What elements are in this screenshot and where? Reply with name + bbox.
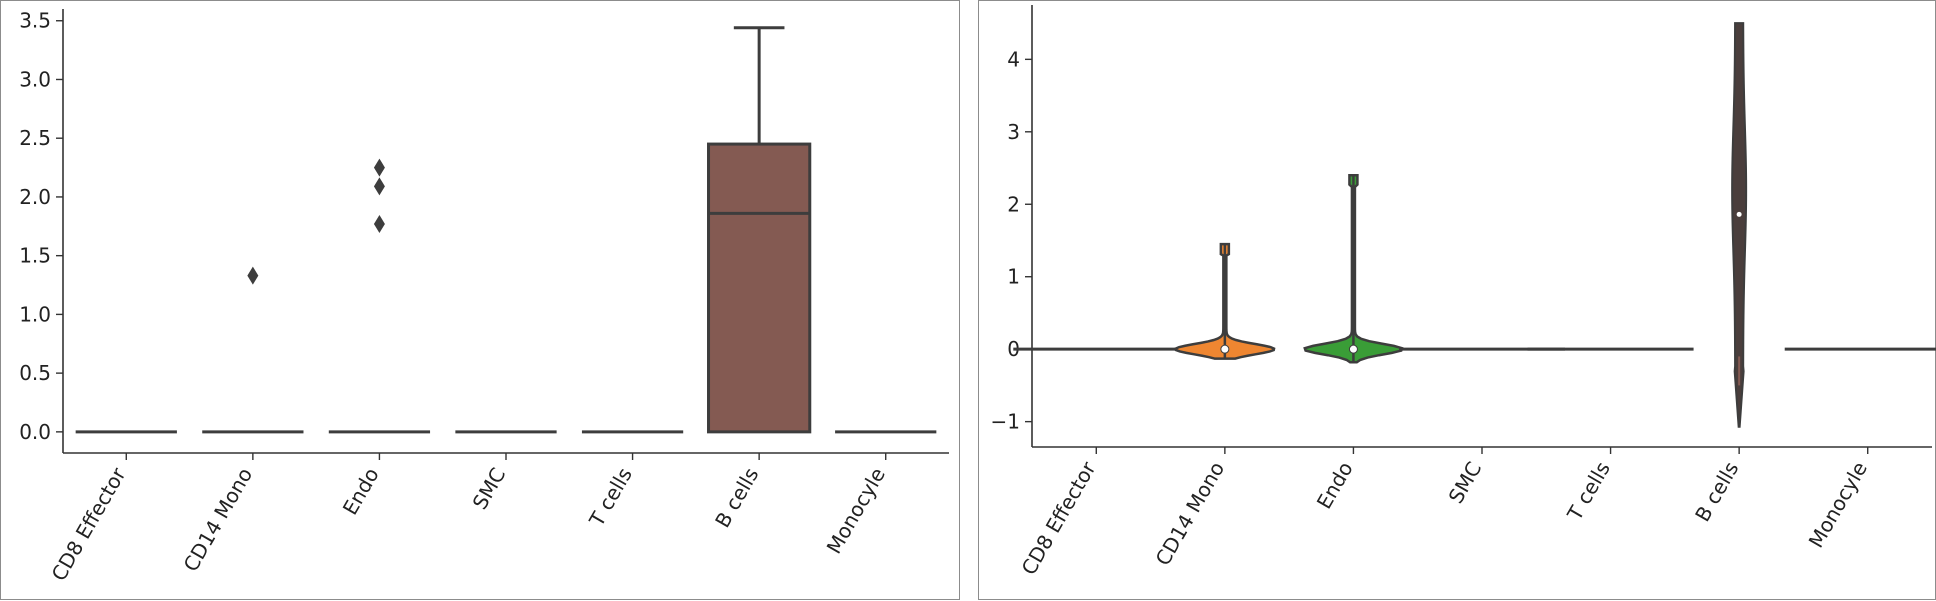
violin-plot-panel: −1 0 1 2 3 4 CD8 Effector CD14 Mono Endo SMC T cel…	[978, 0, 1936, 600]
violin-b-cells	[1731, 22, 1748, 428]
box-plot-chart: 0.0 0.5 1.0 1.5 2.0 2.5 3.0 3.5 CD8 Effector CD14…	[19, 9, 949, 585]
x-tick-label-t-cells: T cells	[584, 464, 637, 532]
x-tick-label-monocyle: Monocyle	[1804, 458, 1872, 552]
y-tick-label: 2.0	[19, 185, 51, 209]
outlier-point	[373, 158, 385, 177]
y-tick-label: −1	[991, 410, 1020, 434]
median-point	[1736, 211, 1742, 217]
y-tick-label: 1.5	[19, 244, 51, 268]
x-tick-label-endo: Endo	[1312, 458, 1358, 514]
outlier-point	[373, 214, 385, 233]
x-tick-label-b-cells: B cells	[1690, 458, 1743, 526]
y-tick-label: 1	[1007, 265, 1020, 289]
x-tick-label-endo: Endo	[338, 464, 384, 520]
y-tick-label: 2.5	[19, 126, 51, 150]
x-tick-label-b-cells: B cells	[710, 464, 763, 532]
median-point	[1220, 344, 1230, 354]
x-tick-label-cd14-mono: CD14 Mono	[179, 464, 258, 576]
y-tick-label: 3	[1007, 120, 1020, 144]
x-tick-label-monocyle: Monocyle	[822, 464, 890, 558]
outlier-point	[247, 266, 259, 285]
x-tick-label-cd14-mono: CD14 Mono	[1151, 458, 1230, 570]
y-tick-label: 3.0	[19, 67, 51, 91]
box-plot-panel: 0.0 0.5 1.0 1.5 2.0 2.5 3.0 3.5 CD8 Effector CD14…	[0, 0, 960, 600]
y-tick-label: 2	[1007, 192, 1020, 216]
x-tick-label-smc: SMC	[1444, 458, 1487, 508]
y-tick-label: 1.0	[19, 302, 51, 326]
y-tick-label: 0.0	[19, 420, 51, 444]
box-b-cells	[707, 142, 812, 434]
y-tick-label: 4	[1007, 47, 1020, 71]
x-tick-label-smc: SMC	[468, 464, 511, 514]
y-tick-label: 3.5	[19, 9, 51, 33]
x-tick-label-t-cells: T cells	[1562, 458, 1615, 526]
x-tick-label-cd8-effector: CD8 Effector	[47, 463, 131, 585]
y-tick-label: 0.5	[19, 361, 51, 385]
x-tick-label-cd8-effector: CD8 Effector	[1017, 457, 1101, 579]
median-point	[1348, 344, 1358, 354]
outlier-point	[373, 177, 385, 196]
